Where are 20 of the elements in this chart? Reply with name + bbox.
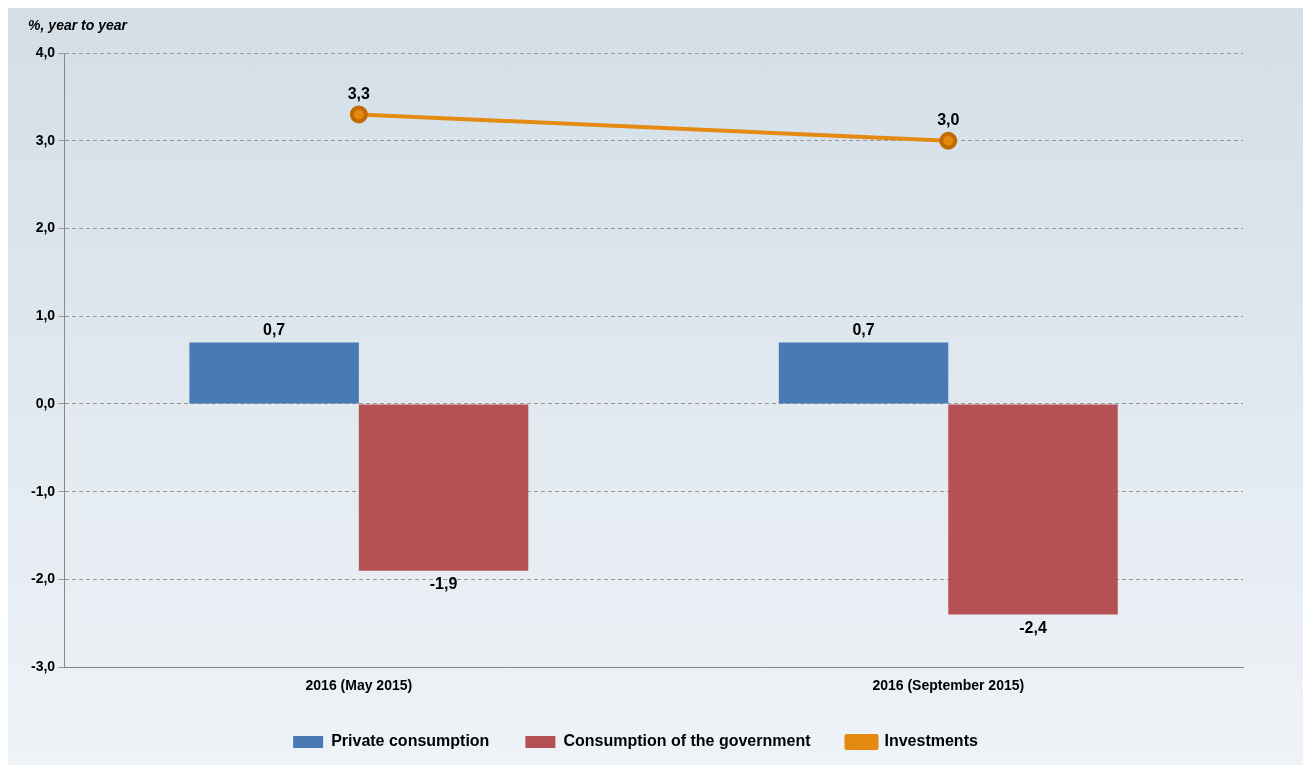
y-axis-title: %, year to year (28, 16, 129, 33)
y-tick-label: -3,0 (31, 658, 56, 675)
y-tick-label: 3,0 (35, 131, 56, 148)
legend-label: Consumption of the government (563, 732, 812, 750)
y-tick-label: 0,0 (35, 394, 56, 411)
y-tick-label: 1,0 (35, 307, 56, 324)
x-tick-label: 2016 (May 2015) (305, 677, 413, 694)
legend-label: Private consumption (331, 732, 490, 750)
y-tick-label: -2,0 (31, 570, 56, 587)
legend-label: Investments (884, 732, 978, 750)
data-label: 0,7 (262, 320, 286, 338)
y-tick-label: 2,0 (35, 219, 56, 236)
data-label: -1,9 (429, 575, 458, 593)
data-label: 3,3 (347, 84, 371, 102)
y-tick-label: -1,0 (31, 482, 56, 499)
y-tick-label: 4,0 (35, 43, 56, 60)
data-label: 3,0 (937, 111, 960, 129)
x-tick-label: 2016 (September 2015) (872, 677, 1025, 694)
data-label: 0,7 (852, 320, 875, 338)
data-label: -2,4 (1019, 618, 1047, 636)
